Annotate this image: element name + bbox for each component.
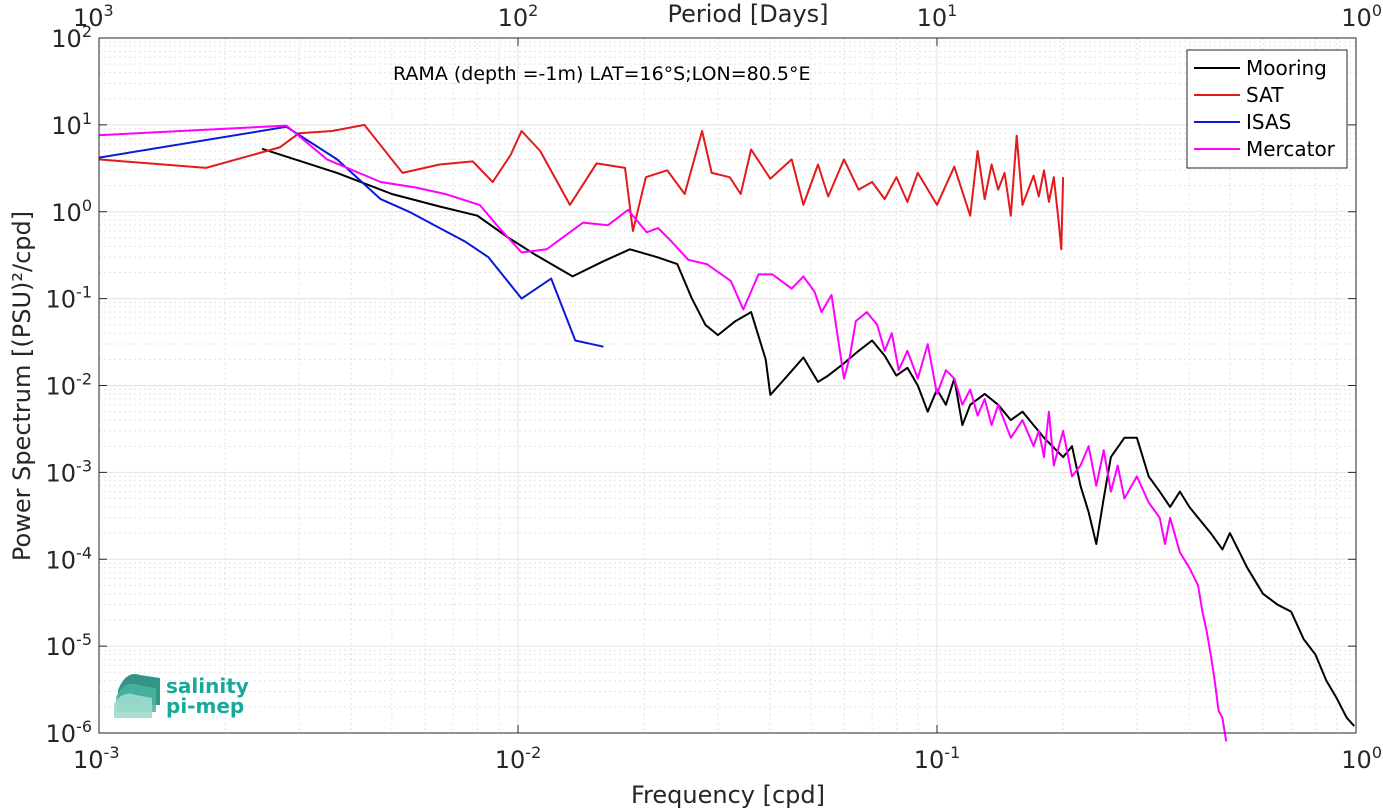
x-tick-label: 100 bbox=[1341, 743, 1382, 774]
series-group bbox=[98, 123, 1355, 742]
y-tick-label: 10-2 bbox=[46, 370, 93, 401]
y-tick-label: 10-6 bbox=[46, 717, 93, 748]
logo-waves-icon bbox=[114, 674, 160, 718]
top-x-tick-label: 102 bbox=[498, 1, 539, 32]
logo-line-1: salinity bbox=[166, 674, 249, 698]
y-tick-label: 101 bbox=[51, 109, 92, 140]
y-tick-label: 100 bbox=[51, 196, 92, 227]
y-tick-label: 10-1 bbox=[46, 283, 93, 314]
y-axis-label: Power Spectrum [(PSU)²/cpd] bbox=[8, 211, 36, 561]
salinity-pi-mep-logo: salinity pi-mep bbox=[114, 674, 249, 718]
legend-label: ISAS bbox=[1246, 110, 1291, 134]
top-x-tick-label: 100 bbox=[1341, 1, 1382, 32]
legend: Mooring SAT ISAS Mercator bbox=[1186, 49, 1348, 169]
chart-title: RAMA (depth =-1m) LAT=16°S;LON=80.5°E bbox=[393, 63, 810, 85]
x-tick-label: 10-3 bbox=[73, 743, 120, 774]
x-tick-label: 10-1 bbox=[914, 743, 961, 774]
top-x-tick-label: 103 bbox=[73, 1, 114, 32]
series-line-mercator bbox=[98, 124, 1228, 742]
x-tick-label: 10-2 bbox=[495, 743, 542, 774]
x-axis-label: Frequency [cpd] bbox=[631, 781, 825, 809]
top-x-axis-label: Period [Days] bbox=[667, 0, 828, 28]
top-x-tick-label: 101 bbox=[917, 1, 958, 32]
series-line-mooring bbox=[261, 147, 1355, 727]
legend-label: SAT bbox=[1246, 83, 1284, 107]
legend-label: Mercator bbox=[1246, 137, 1336, 161]
series-line-sat bbox=[98, 123, 1065, 251]
y-tick-label: 10-4 bbox=[46, 543, 93, 574]
series-line-isas bbox=[98, 125, 604, 348]
y-tick-label: 10-5 bbox=[46, 630, 93, 661]
y-tick-label: 10-3 bbox=[46, 456, 93, 487]
y-tick-label: 102 bbox=[51, 22, 92, 53]
legend-label: Mooring bbox=[1246, 56, 1327, 80]
logo-line-2: pi-mep bbox=[166, 694, 244, 718]
